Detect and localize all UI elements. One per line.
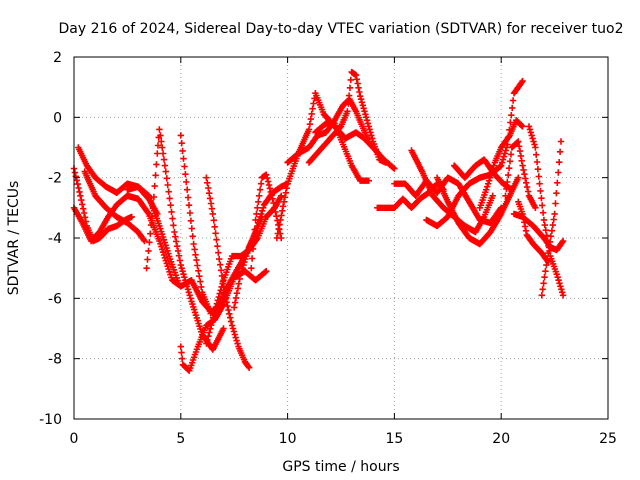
y-tick-label: -10 [39, 412, 62, 428]
x-tick-label: 15 [385, 431, 403, 447]
y-tick-label: -6 [48, 291, 62, 307]
series-markers [502, 138, 539, 211]
x-tick-label: 20 [492, 431, 510, 447]
series-markers [231, 180, 291, 311]
axis-ticks [73, 56, 609, 420]
data-series [433, 174, 522, 248]
y-tick-label: 0 [53, 110, 62, 126]
data-points [70, 68, 567, 374]
data-series [502, 138, 539, 211]
x-axis-label: GPS time / hours [282, 459, 399, 475]
y-tick-label: -2 [48, 171, 62, 187]
series-markers [273, 96, 372, 242]
series-markers [124, 183, 182, 287]
y-axis-label: SDTVAR / TECUs [6, 181, 22, 296]
x-tick-label: 10 [279, 431, 297, 447]
series-markers [515, 198, 552, 266]
y-tick-label: 2 [53, 50, 62, 66]
data-series [81, 168, 148, 245]
series-markers [312, 120, 372, 184]
series-markers [433, 174, 522, 248]
y-tick-label: -8 [48, 352, 62, 368]
series-markers [305, 68, 390, 166]
data-series [273, 96, 372, 242]
data-series [203, 174, 253, 371]
data-series [476, 117, 526, 211]
chart-title: Day 216 of 2024, Sidereal Day-to-day VTE… [58, 21, 623, 37]
series-markers [203, 174, 253, 371]
x-tick-label: 5 [176, 431, 185, 447]
data-series [231, 180, 291, 311]
series-markers [476, 117, 526, 211]
x-tick-label: 0 [70, 431, 79, 447]
data-series [515, 198, 552, 266]
x-tick-label: 25 [599, 431, 617, 447]
series-markers [525, 123, 567, 299]
data-series [538, 138, 565, 299]
series-markers [538, 138, 565, 299]
data-series [312, 120, 372, 184]
series-markers [81, 168, 148, 245]
data-series [124, 183, 182, 287]
y-tick-label: -4 [48, 231, 62, 247]
data-series [525, 123, 567, 299]
data-series [305, 68, 390, 166]
tick-labels: 0 5 10 15 20 25 -10 -8 -6 -4 -2 0 2 [39, 50, 617, 447]
